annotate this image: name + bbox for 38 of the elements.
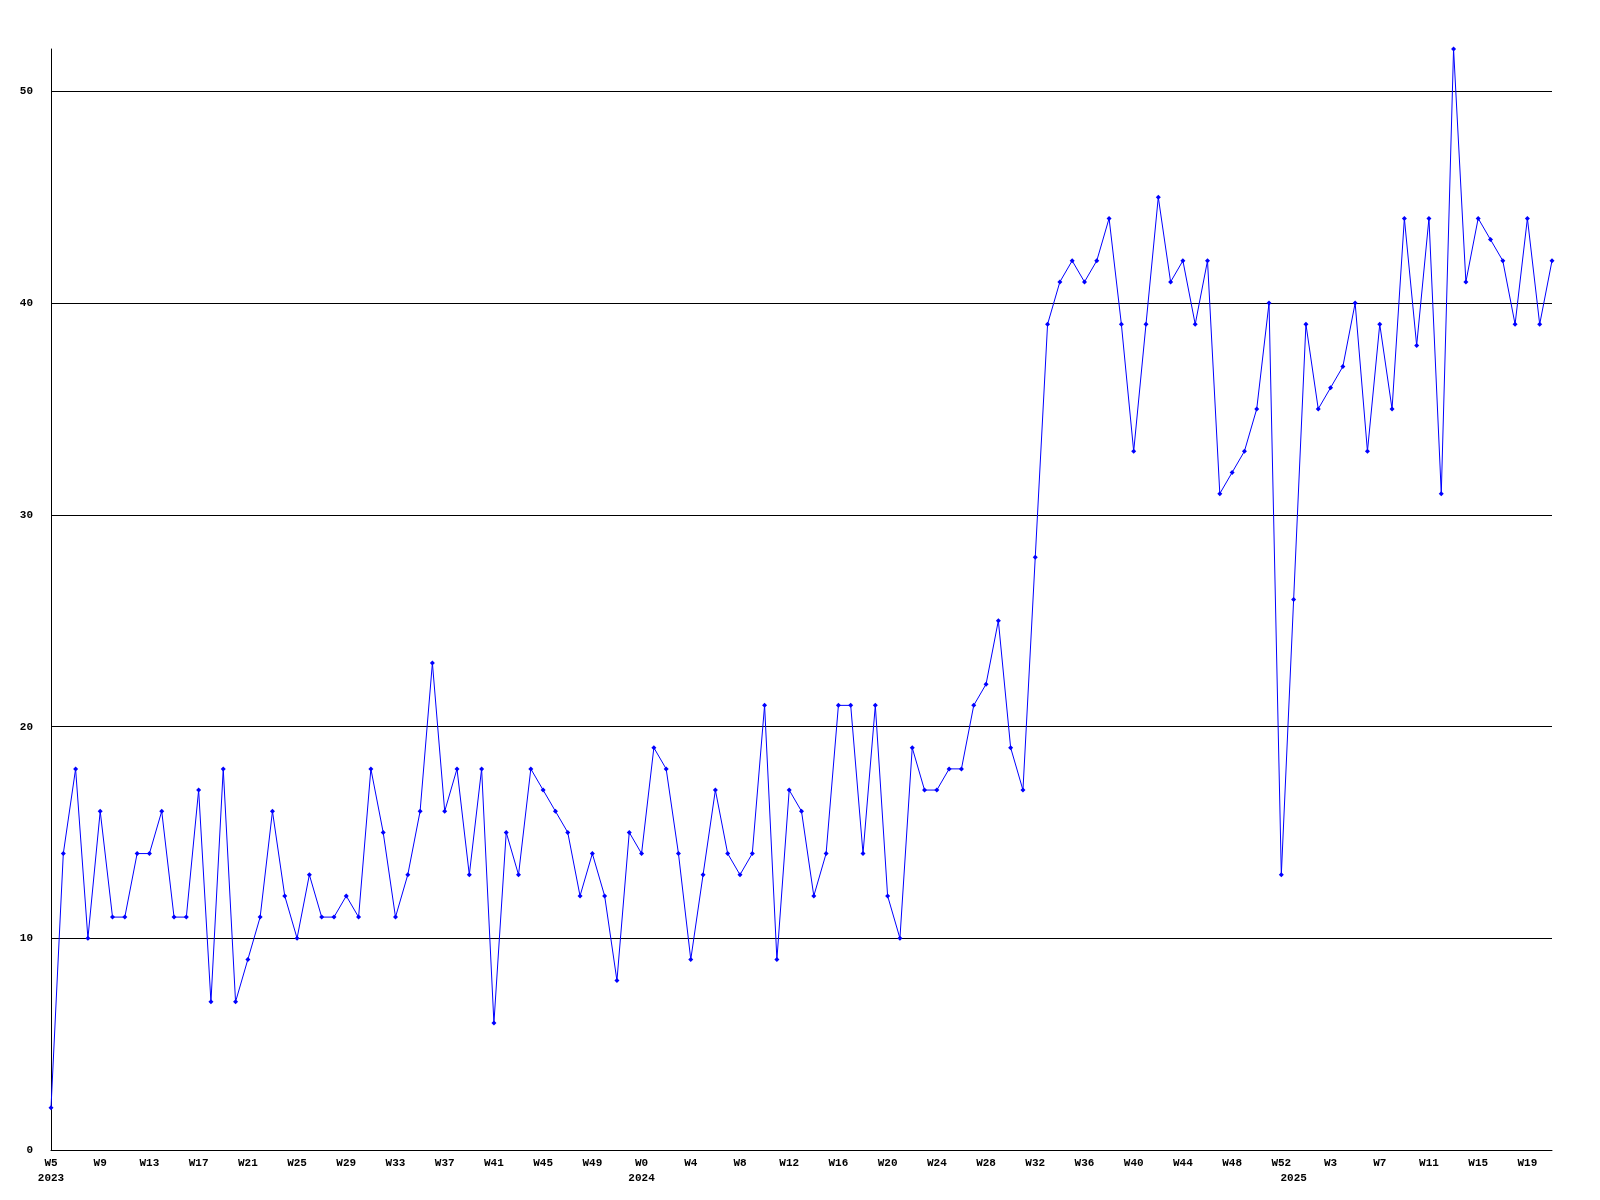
y-tick-label: 10: [19, 932, 33, 945]
x-tick-label: 2025: [1280, 1171, 1308, 1184]
x-tick-label: W37: [434, 1156, 455, 1169]
x-tick-label: W7: [1373, 1156, 1387, 1169]
x-tick-label: W16: [828, 1156, 849, 1169]
x-tick-label: W36: [1074, 1156, 1095, 1169]
x-tick-label: W52: [1271, 1156, 1292, 1169]
x-tick-label: W45: [533, 1156, 554, 1169]
y-tick-label: 50: [19, 85, 33, 98]
x-tick-label: W33: [385, 1156, 406, 1169]
x-tick-label: W3: [1323, 1156, 1338, 1169]
y-tick-label: 20: [19, 720, 33, 733]
y-tick-label: 40: [19, 297, 33, 310]
x-tick-label: W40: [1123, 1156, 1144, 1169]
x-tick-label: W13: [139, 1156, 160, 1169]
x-tick-label: W17: [188, 1156, 209, 1169]
x-tick-label: W25: [287, 1156, 308, 1169]
x-tick-label: W49: [582, 1156, 603, 1169]
y-tick-label: 0: [26, 1144, 33, 1156]
x-tick-label: W24: [926, 1156, 948, 1169]
x-tick-label: W19: [1517, 1156, 1538, 1169]
x-tick-label: W15: [1468, 1156, 1489, 1169]
x-tick-label: W9: [93, 1156, 107, 1169]
x-tick-label: W29: [336, 1156, 357, 1169]
x-tick-label: W21: [237, 1156, 259, 1169]
x-tick-label: W0 2024: [628, 1156, 656, 1184]
x-tick-label: W12: [779, 1156, 800, 1169]
x-tick-label: W32: [1025, 1156, 1046, 1169]
x-tick-label: W5 2023: [37, 1156, 65, 1184]
x-tick-label: W20: [877, 1156, 898, 1169]
x-tick-label: W8: [733, 1156, 747, 1169]
x-tick-label: W11: [1419, 1156, 1440, 1169]
y-tick-label: 30: [19, 508, 33, 521]
x-tick-label: W44: [1173, 1156, 1194, 1169]
x-tick-label: W4: [684, 1156, 698, 1169]
x-tick-label: W48: [1222, 1156, 1243, 1169]
x-tick-label: W41: [484, 1156, 505, 1169]
x-tick-label: W28: [976, 1156, 997, 1169]
